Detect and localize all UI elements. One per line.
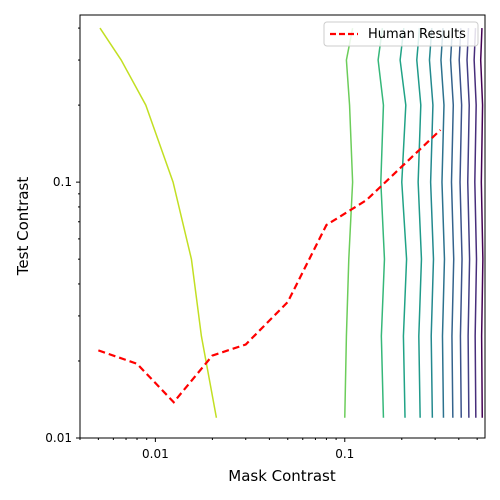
x-axis-title: Mask Contrast	[228, 467, 336, 485]
y-axis-title: Test Contrast	[14, 177, 32, 277]
contour-lines	[99, 27, 484, 418]
human-results-line	[97, 129, 442, 404]
y-axis-ticks: 0.01 0.1	[45, 27, 80, 445]
x-tick-label-2: 0.1	[335, 447, 354, 461]
contour-level-6	[428, 28, 435, 418]
x-axis-ticks: 0.01 0.1	[79, 438, 478, 461]
human-results-series	[97, 129, 442, 404]
contour-level-10	[466, 28, 471, 418]
contour-level-4	[399, 28, 408, 418]
contour-level-12	[479, 28, 484, 418]
legend-box	[323, 21, 479, 47]
contour-level-1	[99, 27, 218, 418]
contour-level-9	[458, 28, 463, 418]
legend-label-human-results: Human Results	[368, 27, 466, 42]
contour-level-5	[416, 28, 423, 418]
contour-level-8	[449, 28, 455, 418]
x-tick-label-1: 0.01	[142, 447, 169, 461]
contour-level-2	[344, 27, 354, 418]
plot-frame	[79, 14, 486, 439]
contour-level-3	[377, 27, 386, 418]
contour-level-11	[473, 28, 478, 418]
contour-level-7	[440, 28, 446, 418]
legend: Human Results	[323, 21, 479, 47]
y-tick-label-1: 0.01	[45, 431, 72, 445]
y-tick-label-2: 0.1	[53, 175, 72, 189]
